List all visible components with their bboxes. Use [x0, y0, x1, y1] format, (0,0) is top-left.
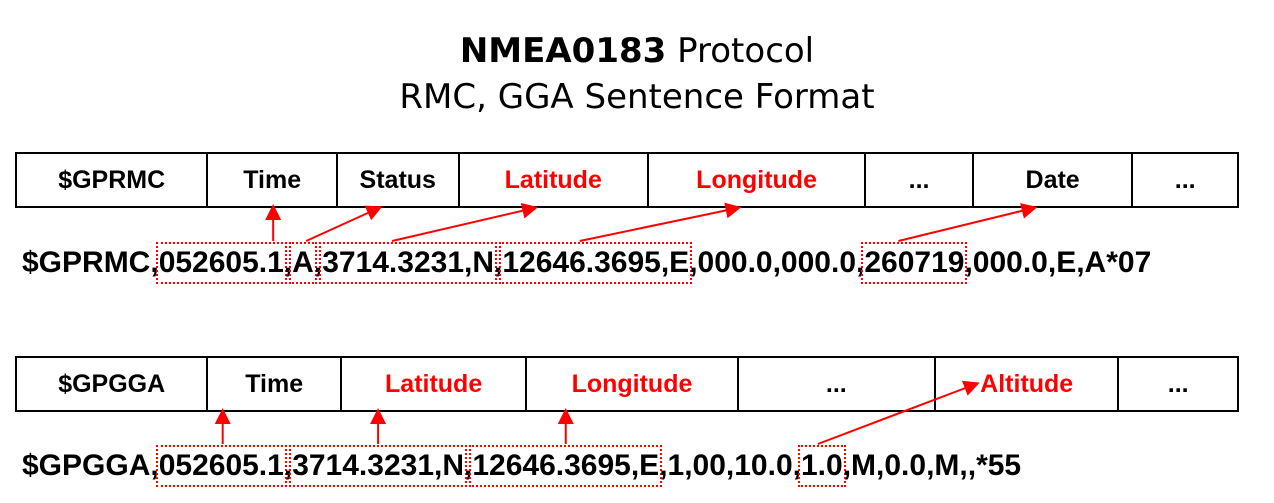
- rmc-sentence-boxed-5: 3714.3231,N: [319, 242, 497, 284]
- rmc-arrow-4: [898, 203, 1038, 242]
- gga-sentence: $GPGGA,052605.1,3714.3231,N,12646.3695,E…: [22, 445, 1022, 487]
- gga-sentence-boxed-1: 052605.1: [155, 445, 287, 487]
- rmc-field-5: ...: [866, 154, 974, 206]
- rmc-sentence: $GPRMC,052605.1,A,3714.3231,N,12646.3695…: [22, 242, 1152, 284]
- gga-sentence-text-8: ,M,0.0,M,,*55: [842, 449, 1022, 482]
- diagram-subtitle: RMC, GGA Sentence Format: [399, 77, 875, 117]
- rmc-sentence-boxed-9: 260719: [861, 242, 968, 284]
- gga-field-6: ...: [1167, 369, 1189, 398]
- title-rest: Protocol: [666, 31, 815, 71]
- rmc-sentence-boxed-3: A: [289, 242, 317, 284]
- rmc-arrow-2: [391, 202, 539, 242]
- gga-field-5: Altitude: [936, 358, 1120, 410]
- gga-sentence-text-6: ,1,00,10.0,: [659, 449, 801, 482]
- rmc-field-3: Latitude: [460, 154, 649, 206]
- rmc-field-row: $GPRMC Time Status Latitude Longitude... Date…: [15, 152, 1239, 208]
- gga-field-0: $GPGGA: [17, 358, 209, 410]
- rmc-field-2: Status: [338, 154, 460, 206]
- gga-sentence-text-0: $GPGGA,: [22, 449, 159, 482]
- rmc-sentence-text-10: ,000.0,E,A*07: [964, 246, 1152, 279]
- rmc-sentence-text-8: ,000.0,000.0,: [689, 246, 865, 279]
- rmc-field-1: Time: [208, 154, 338, 206]
- diagram-title: NMEA0183 Protocol: [0, 30, 1274, 72]
- rmc-field-7: ...: [1174, 165, 1196, 194]
- gga-sentence-boxed-5: 12646.3695,E: [469, 445, 663, 487]
- rmc-sentence-text-4: ,: [313, 246, 323, 279]
- gga-sentence-text-4: ,: [464, 449, 473, 482]
- rmc-arrow-3: [579, 202, 742, 242]
- gga-field-4: ...: [739, 358, 936, 410]
- rmc-sentence-boxed-7: 12646.3695,E: [499, 242, 693, 284]
- gga-field-2: Latitude: [342, 358, 528, 410]
- title-bold: NMEA0183: [459, 31, 667, 71]
- gga-field-3: Longitude: [527, 358, 739, 410]
- rmc-field-0: $GPRMC: [17, 154, 209, 206]
- rmc-sentence-boxed-1: 052605.1: [155, 242, 287, 284]
- rmc-sentence-text-2: ,: [283, 246, 293, 279]
- gga-field-1: Time: [208, 358, 342, 410]
- rmc-sentence-text-6: ,: [494, 246, 503, 279]
- gga-sentence-boxed-3: 3714.3231,N: [289, 445, 467, 487]
- gga-field-row: $GPGGA Time Latitude Longitude... Altitude..…: [15, 356, 1239, 412]
- rmc-arrow-1: [305, 205, 383, 242]
- rmc-sentence-text-0: $GPRMC,: [22, 246, 159, 279]
- gga-sentence-boxed-7: 1.0: [798, 445, 846, 487]
- gga-sentence-text-2: ,: [283, 449, 293, 482]
- rmc-field-6: Date: [974, 154, 1134, 206]
- rmc-field-4: Longitude: [649, 154, 867, 206]
